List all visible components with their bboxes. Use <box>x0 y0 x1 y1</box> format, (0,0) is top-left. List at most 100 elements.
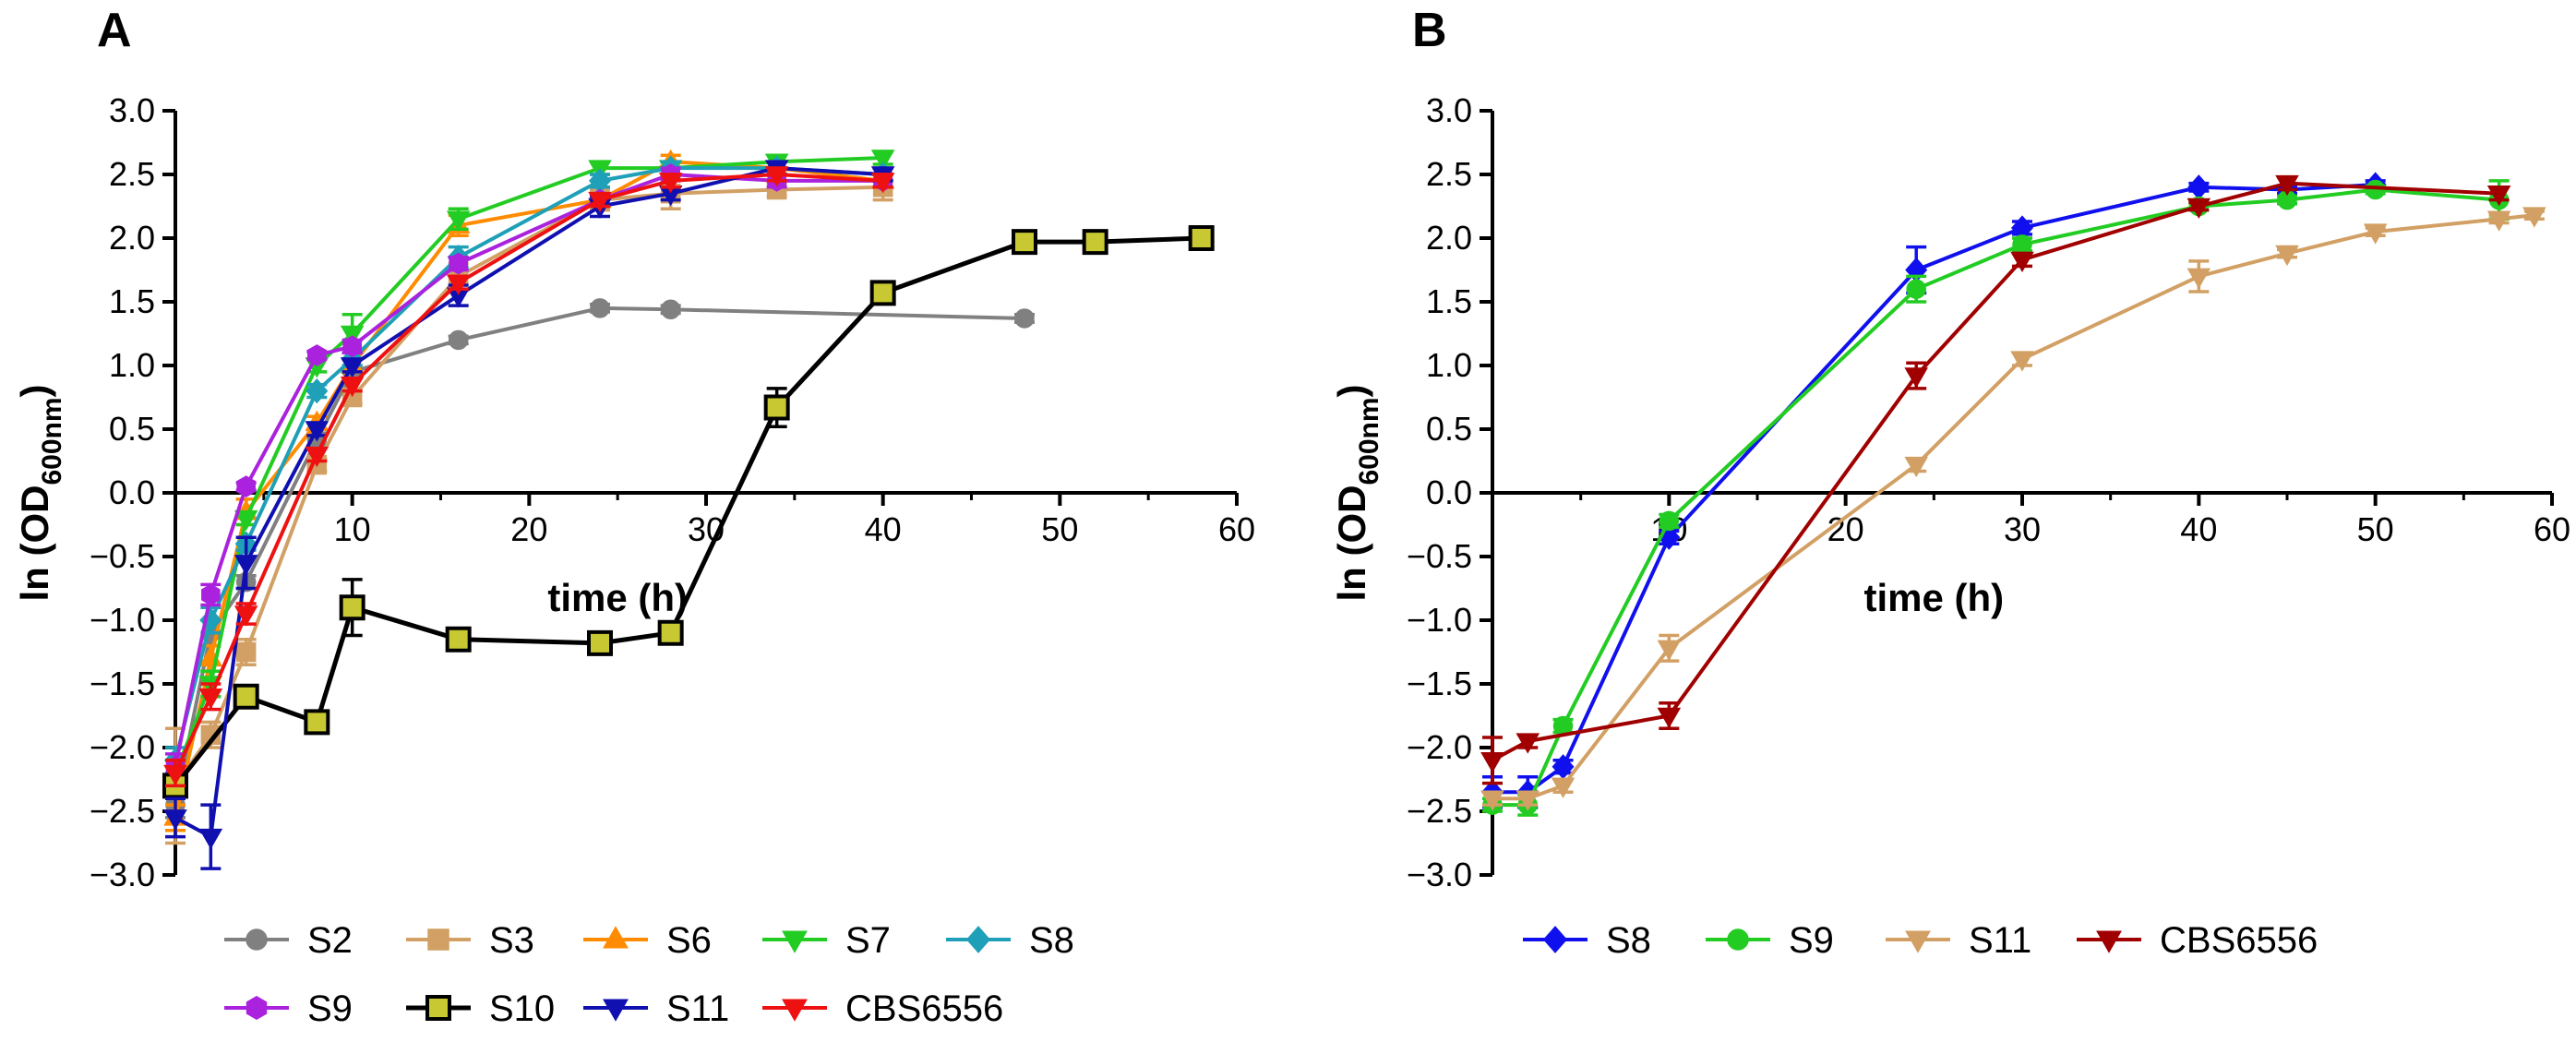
series-line <box>174 166 883 839</box>
data-point <box>163 809 187 831</box>
data-point <box>305 446 329 468</box>
y-axis-title-close: ) <box>1330 384 1373 397</box>
legend-label: S11 <box>666 988 729 1029</box>
data-point <box>590 298 610 318</box>
legend-label: CBS6556 <box>845 988 1003 1029</box>
series-line <box>1492 213 2535 801</box>
series-line <box>1492 183 2376 795</box>
data-point <box>2187 198 2211 220</box>
data-point <box>233 683 259 710</box>
legend-item-cbs6556: CBS6556 <box>2077 920 2318 961</box>
legend-item-s3: S3 <box>406 920 534 961</box>
y-tick-label: 2.5 <box>1426 155 1472 193</box>
x-tick-label: 30 <box>2004 510 2041 548</box>
series-s2 <box>165 298 1035 820</box>
data-point <box>1012 229 1037 256</box>
legend-label: S3 <box>489 920 534 961</box>
series-s11 <box>1480 207 2546 811</box>
legend-swatch-marker <box>782 930 808 953</box>
data-point <box>305 421 329 442</box>
data-point <box>199 607 222 633</box>
series-s11 <box>163 160 895 870</box>
series-line <box>1492 187 2499 808</box>
x-tick-label: 50 <box>2357 510 2394 548</box>
legend-item-s10: S10 <box>406 988 555 1029</box>
y-tick-label: 3.0 <box>1426 91 1472 129</box>
y-tick-label: 3.0 <box>109 91 155 129</box>
chart-panel-b: −3.0 −2.5 −2.0 −1.5 −1.0 −0.5 0.0 0.5 1.0 1.5 2.0 2… <box>1330 91 2570 961</box>
series-s9 <box>165 163 893 782</box>
data-point <box>2363 223 2388 245</box>
legend-item-s9: S9 <box>1706 920 1834 961</box>
y-axis-title-main: ln (OD <box>1330 485 1373 602</box>
y-axis-title: ln (OD600nm) <box>1330 384 1384 601</box>
y-tick-label: −2.0 <box>90 728 155 766</box>
data-point <box>449 252 468 275</box>
data-point <box>234 605 258 627</box>
data-point <box>1480 790 1504 811</box>
data-point <box>1014 308 1035 329</box>
legend-swatch-marker <box>603 999 629 1022</box>
data-point <box>763 394 790 421</box>
series-line <box>174 185 883 787</box>
legend-item-s8: S8 <box>946 920 1074 961</box>
legend-swatch-marker <box>965 926 991 953</box>
series-line <box>174 166 883 761</box>
data-point <box>1551 777 1576 798</box>
legend-label: S7 <box>845 920 891 961</box>
legend-label: S6 <box>666 920 712 961</box>
data-point <box>1659 510 1680 532</box>
data-point <box>1657 640 1682 661</box>
data-point <box>1188 225 1215 251</box>
data-point <box>342 335 362 358</box>
y-tick-label: 0.0 <box>1426 473 1472 511</box>
data-point <box>1480 752 1504 773</box>
data-point <box>2486 210 2511 232</box>
y-tick-label: −1.5 <box>90 665 155 702</box>
data-point <box>234 509 258 532</box>
data-point <box>446 274 471 295</box>
data-point <box>200 725 222 745</box>
legend-swatch-marker <box>1727 928 1749 951</box>
series-cbs6556 <box>163 166 895 788</box>
legend-item-s11: S11 <box>1886 920 2031 961</box>
y-tick-label: −0.5 <box>90 537 155 575</box>
legend-item-s8: S8 <box>1523 920 1651 961</box>
legend-label: S10 <box>489 988 555 1029</box>
data-point <box>2010 251 2034 272</box>
data-point <box>1516 733 1540 754</box>
y-tick-label: 0.5 <box>109 410 155 448</box>
legend-label: S2 <box>307 920 353 961</box>
legend-item-s11: S11 <box>583 988 729 1029</box>
data-point <box>201 583 221 606</box>
data-point <box>2275 245 2299 267</box>
series-line <box>1492 181 2499 762</box>
y-tick-label: 1.5 <box>1426 282 1472 320</box>
legend-label: S8 <box>1606 920 1651 961</box>
legend-label: S9 <box>1789 920 1834 961</box>
x-tick-label: 40 <box>865 510 902 548</box>
legend-label: S11 <box>1969 920 2031 961</box>
legend-swatch-marker <box>425 995 451 1021</box>
data-point <box>2012 234 2032 255</box>
data-point <box>1906 279 1926 299</box>
data-point <box>2187 268 2211 289</box>
data-point <box>340 376 365 398</box>
y-tick-label: −1.5 <box>1407 665 1472 702</box>
series-line <box>174 156 883 774</box>
data-point <box>2187 174 2211 200</box>
y-tick-label: 1.5 <box>109 282 155 320</box>
data-point <box>446 210 471 232</box>
x-tick-label: 10 <box>334 510 371 548</box>
y-tick-label: −2.0 <box>1407 728 1472 766</box>
y-tick-label: −1.0 <box>90 601 155 639</box>
data-point <box>340 357 365 378</box>
data-point <box>658 173 683 194</box>
data-point <box>869 280 896 306</box>
legend-swatch-marker <box>246 996 268 1020</box>
data-point <box>306 377 329 404</box>
series-line <box>174 173 883 774</box>
y-tick-label: 0.0 <box>109 473 155 511</box>
y-axis-title-subscript: 600nm <box>37 397 67 485</box>
data-point <box>2010 351 2034 372</box>
